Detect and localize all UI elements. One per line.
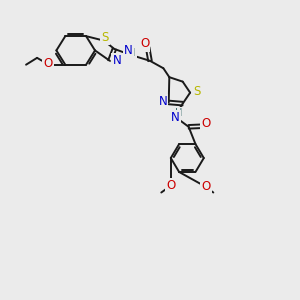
Text: H: H <box>175 108 182 118</box>
Text: O: O <box>201 117 211 130</box>
Text: O: O <box>44 57 53 70</box>
Text: S: S <box>101 31 109 44</box>
Text: O: O <box>202 180 211 193</box>
Text: O: O <box>140 38 149 50</box>
Text: N: N <box>158 95 167 108</box>
Text: O: O <box>166 179 176 192</box>
Text: N: N <box>112 54 122 67</box>
Text: H: H <box>128 48 136 59</box>
Text: N: N <box>124 44 133 57</box>
Text: S: S <box>193 85 200 98</box>
Text: N: N <box>171 111 180 124</box>
